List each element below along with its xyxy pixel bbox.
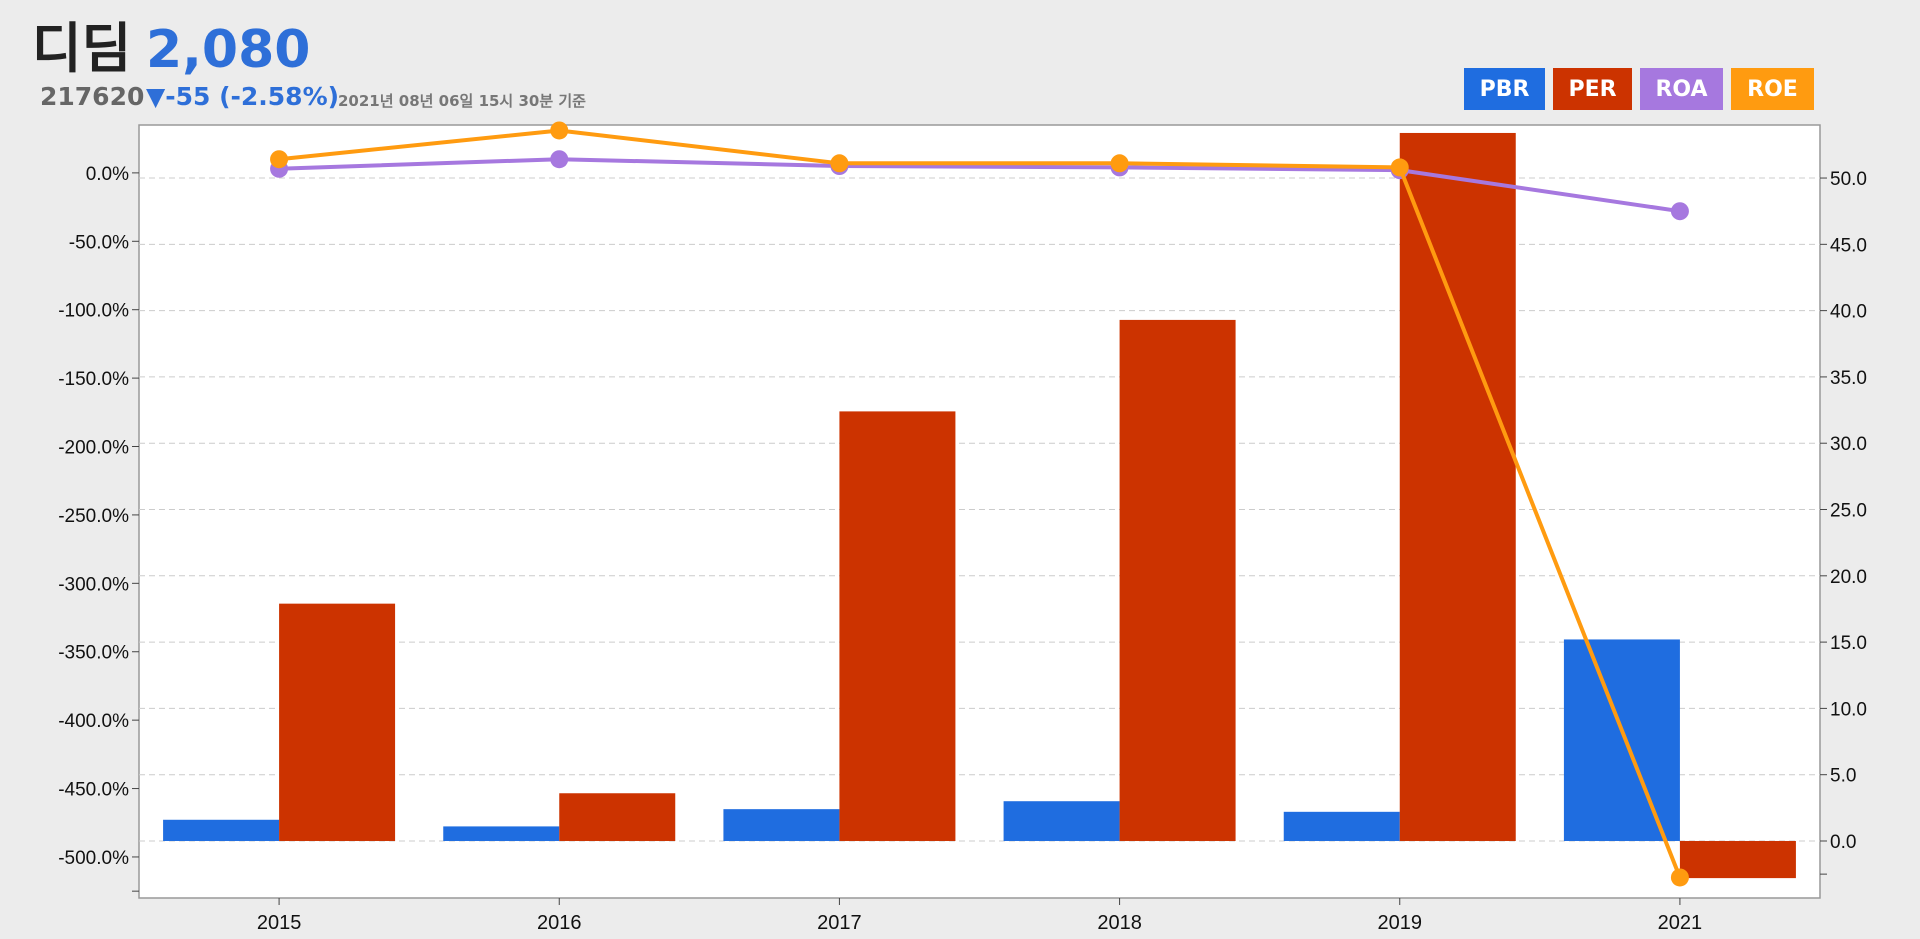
right-axis-label: 45.0 <box>1830 235 1867 256</box>
right-axis-label: 10.0 <box>1830 699 1867 720</box>
roe-point <box>830 154 849 173</box>
pbr-bar <box>1563 639 1680 841</box>
right-axis-label: 20.0 <box>1830 567 1867 588</box>
per-bar <box>1119 319 1236 841</box>
right-axis-label: 50.0 <box>1830 169 1867 190</box>
x-axis-label: 2019 <box>1378 912 1423 934</box>
left-axis-label: -50.0% <box>69 232 129 253</box>
roa-point <box>1670 202 1689 221</box>
roe-point <box>1110 154 1129 173</box>
legend-item-roa[interactable]: ROA <box>1640 68 1723 110</box>
roe-point <box>270 150 289 169</box>
right-axis-label: 35.0 <box>1830 368 1867 389</box>
roa-point <box>550 150 569 169</box>
left-axis-label: -450.0% <box>58 780 129 801</box>
left-axis-label: -150.0% <box>58 369 129 390</box>
left-axis-label: -500.0% <box>58 848 129 869</box>
pbr-bar <box>163 819 280 841</box>
roe-point <box>1390 158 1409 177</box>
roe-point <box>550 121 569 140</box>
as-of-timestamp: 2021년 08년 06일 15시 30분 기준 <box>338 92 586 110</box>
roe-point <box>1670 868 1689 887</box>
stock-code: 217620 <box>40 82 145 111</box>
pbr-bar <box>1003 801 1120 841</box>
left-axis-label: -350.0% <box>58 643 129 664</box>
stock-price: 2,080 <box>146 20 311 80</box>
right-axis-label: 5.0 <box>1830 766 1856 787</box>
left-axis-label: -400.0% <box>58 711 129 732</box>
pbr-bar <box>723 809 840 841</box>
company-name: 디딤 <box>32 17 132 80</box>
right-axis-label: 40.0 <box>1830 302 1867 323</box>
x-axis-label: 2016 <box>537 912 582 934</box>
per-bar <box>559 793 676 841</box>
roe-line <box>278 128 1682 879</box>
per-bar <box>1679 840 1796 879</box>
per-bar <box>839 411 956 841</box>
left-axis-label: -200.0% <box>58 438 129 459</box>
legend-item-per[interactable]: PER <box>1553 68 1632 110</box>
x-axis-label: 2018 <box>1097 912 1142 934</box>
left-axis-label: -300.0% <box>58 574 129 595</box>
pbr-bar <box>443 826 560 841</box>
x-axis-label: 2017 <box>817 912 862 934</box>
pbr-bar <box>1283 811 1400 841</box>
per-bar <box>279 603 396 841</box>
chart-legend: PBR PER ROA ROE <box>1464 68 1814 110</box>
legend-item-roe[interactable]: ROE <box>1731 68 1814 110</box>
per-bar <box>1399 132 1516 841</box>
left-axis-label: -250.0% <box>58 506 129 527</box>
left-axis-label: 0.0% <box>86 164 129 185</box>
left-axis-label: -100.0% <box>58 301 129 322</box>
plot-area <box>138 124 1821 899</box>
x-axis-label: 2021 <box>1658 912 1703 934</box>
right-axis-label: 15.0 <box>1830 633 1867 654</box>
right-axis-label: 30.0 <box>1830 434 1867 455</box>
right-axis-label: 0.0 <box>1830 832 1856 853</box>
right-axis-label: 25.0 <box>1830 501 1867 522</box>
x-axis-label: 2015 <box>257 912 302 934</box>
roa-line <box>279 157 1681 214</box>
price-change: ▼-55 (-2.58%) <box>146 82 340 111</box>
legend-item-pbr[interactable]: PBR <box>1464 68 1545 110</box>
